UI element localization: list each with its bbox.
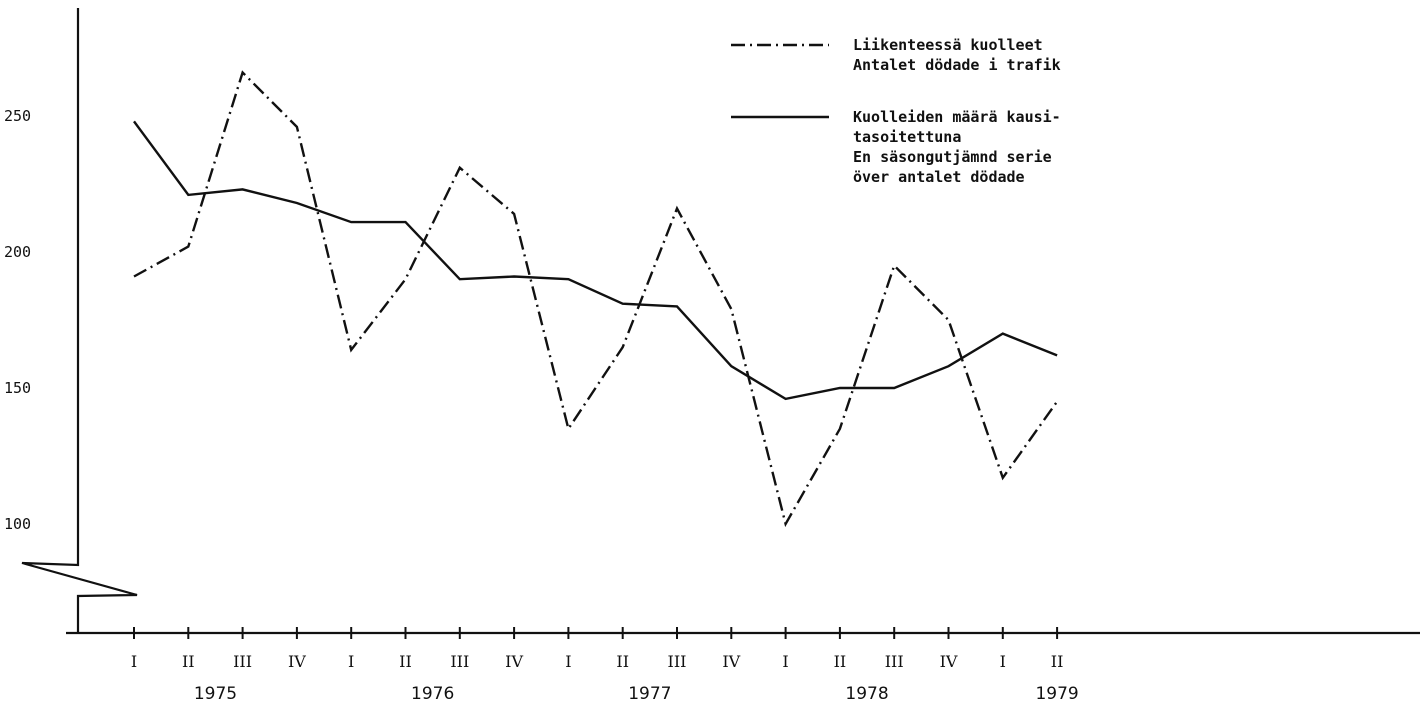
series-line-traffic-deaths xyxy=(133,70,1059,528)
legend-label: tasoitettuna xyxy=(853,128,961,146)
quarter-label: IV xyxy=(722,652,740,671)
legend-label: Liikenteessä kuolleet xyxy=(853,36,1043,54)
quarter-label: I xyxy=(348,652,354,671)
x-ticks xyxy=(133,627,1059,639)
quarter-label: II xyxy=(399,652,412,671)
year-label: 1977 xyxy=(628,684,671,704)
legend: Liikenteessä kuolleet Antalet dödade i tr… xyxy=(731,36,1061,186)
quarter-labels: I II III IV I II III IV I II III IV I II III IV I II xyxy=(131,652,1064,671)
year-labels: 1975 1976 1977 1978 1979 xyxy=(194,684,1079,704)
year-label: 1978 xyxy=(845,684,888,704)
quarter-label: I xyxy=(1000,652,1006,671)
series-line-seasonally-adjusted xyxy=(133,120,1058,401)
year-label: 1975 xyxy=(194,684,237,704)
quarter-label: III xyxy=(885,652,904,671)
y-tick-label: 200 xyxy=(4,243,31,261)
quarter-label: II xyxy=(616,652,629,671)
quarter-label: III xyxy=(233,652,252,671)
series-group xyxy=(133,70,1059,528)
quarter-label: IV xyxy=(288,652,306,671)
legend-label: över antalet dödade xyxy=(853,168,1025,186)
quarter-label: II xyxy=(1051,652,1064,671)
year-label: 1976 xyxy=(411,684,454,704)
year-label: 1979 xyxy=(1035,684,1078,704)
legend-label: Kuolleiden määrä kausi- xyxy=(853,108,1061,126)
quarter-label: III xyxy=(668,652,687,671)
quarter-label: II xyxy=(834,652,847,671)
quarter-label: I xyxy=(782,652,788,671)
quarter-label: II xyxy=(182,652,195,671)
quarter-label: IV xyxy=(940,652,958,671)
legend-label: En säsongutjämnd serie xyxy=(853,148,1052,166)
quarter-label: I xyxy=(565,652,571,671)
quarter-label: III xyxy=(450,652,469,671)
quarter-label: I xyxy=(131,652,137,671)
quarter-label: IV xyxy=(505,652,523,671)
legend-label: Antalet dödade i trafik xyxy=(853,56,1061,74)
y-tick-label: 150 xyxy=(4,379,31,397)
y-tick-label: 100 xyxy=(4,515,31,533)
y-tick-label: 250 xyxy=(4,107,31,125)
y-axis xyxy=(21,8,138,633)
y-tick-labels: 100 150 200 250 xyxy=(4,107,31,533)
